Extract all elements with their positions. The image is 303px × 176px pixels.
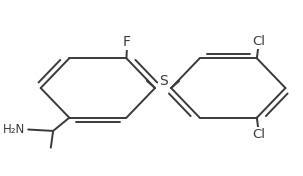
Text: F: F (123, 35, 131, 49)
Text: S: S (159, 74, 168, 88)
Text: Cl: Cl (252, 35, 265, 48)
Text: H₂N: H₂N (3, 123, 25, 136)
Text: Cl: Cl (252, 128, 265, 141)
